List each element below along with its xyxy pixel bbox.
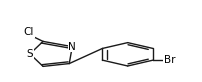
Text: N: N	[68, 42, 76, 52]
Text: Br: Br	[163, 55, 175, 65]
Text: Cl: Cl	[23, 27, 34, 37]
Text: S: S	[26, 49, 33, 59]
